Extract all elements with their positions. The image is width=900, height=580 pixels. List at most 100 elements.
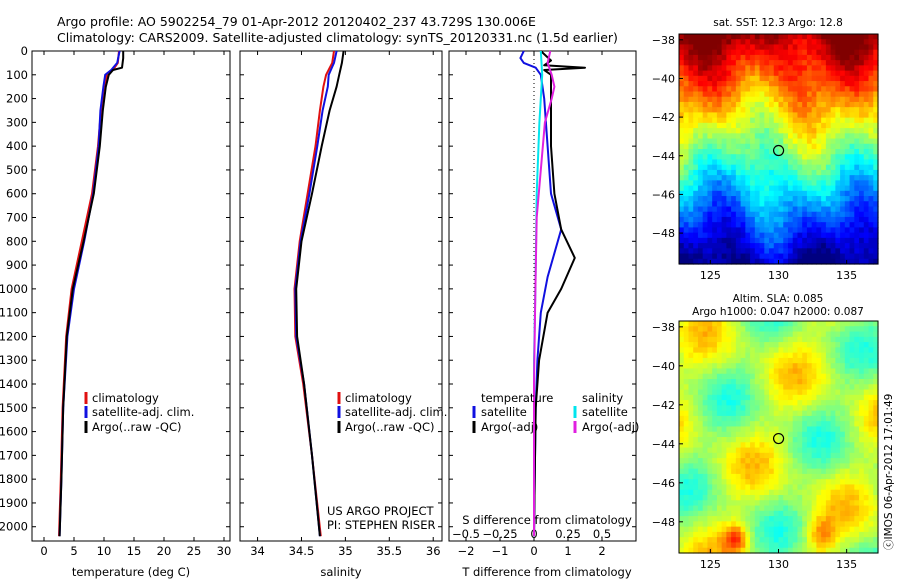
map-cell xyxy=(863,190,870,197)
map-cell xyxy=(811,143,818,150)
map-cell xyxy=(778,468,784,475)
map-cell xyxy=(840,500,846,507)
map-cell xyxy=(778,400,784,406)
map-cell xyxy=(726,510,732,517)
map-cell xyxy=(787,521,794,528)
map-cell xyxy=(821,537,827,544)
map-cell xyxy=(721,75,727,82)
map-cell xyxy=(835,373,841,380)
map-cell xyxy=(873,326,879,333)
map-cell xyxy=(854,216,860,223)
map-cell xyxy=(806,39,813,46)
map-cell xyxy=(840,357,846,364)
map-cell xyxy=(806,400,813,406)
map-cell xyxy=(716,91,723,98)
map-cell xyxy=(716,206,723,213)
map-cell xyxy=(844,526,851,533)
map-cell xyxy=(754,34,761,40)
map-cell xyxy=(811,342,818,348)
map-cell xyxy=(778,154,784,161)
map-cell xyxy=(740,180,746,187)
map-cell xyxy=(806,169,813,176)
map-x-tick-label: 125 xyxy=(700,269,721,282)
map-cell xyxy=(844,206,851,213)
map-cell xyxy=(769,452,775,459)
map-cell xyxy=(825,531,832,538)
map-cell xyxy=(750,216,756,223)
map-cell xyxy=(840,65,846,72)
map-cell xyxy=(759,196,765,202)
map-cell xyxy=(816,227,822,234)
map-cell xyxy=(759,101,765,108)
map-cell xyxy=(679,54,685,61)
map-cell xyxy=(683,473,690,480)
map-cell xyxy=(764,75,770,82)
map-cell xyxy=(769,49,775,56)
map-cell xyxy=(769,484,775,491)
map-cell xyxy=(802,60,808,66)
map-cell xyxy=(731,500,737,507)
map-cell xyxy=(773,405,780,412)
map-cell xyxy=(726,258,732,265)
map-cell xyxy=(811,206,818,213)
map-cell xyxy=(778,112,784,119)
map-cell xyxy=(854,389,860,396)
map-cell xyxy=(764,342,770,348)
map-cell xyxy=(726,394,732,401)
map-cell xyxy=(712,500,718,507)
map-cell xyxy=(816,484,822,491)
map-cell xyxy=(778,117,784,124)
map-cell xyxy=(731,531,737,538)
map-cell xyxy=(787,510,794,517)
map-cell xyxy=(825,49,832,56)
map-cell xyxy=(693,410,699,417)
map-cell xyxy=(726,237,732,244)
map-cell xyxy=(731,489,737,496)
map-cell xyxy=(683,368,690,375)
map-y-tick-label: −40 xyxy=(652,72,675,85)
map-cell xyxy=(745,326,751,333)
map-cell xyxy=(849,149,855,155)
map-cell xyxy=(688,143,694,150)
map-cell xyxy=(745,368,751,375)
map-cell xyxy=(778,107,784,114)
map-cell xyxy=(811,107,818,114)
map-cell xyxy=(811,357,818,364)
map-cell xyxy=(797,394,803,401)
map-cell xyxy=(778,326,784,333)
map-cell xyxy=(702,211,709,218)
map-cell xyxy=(811,164,818,171)
map-cell xyxy=(806,336,813,343)
map-cell xyxy=(811,352,818,359)
map-cell xyxy=(679,537,685,544)
map-cell xyxy=(769,510,775,517)
map-cell xyxy=(802,521,808,528)
map-cell xyxy=(844,196,851,202)
map-cell xyxy=(726,65,732,72)
map-cell xyxy=(783,243,789,249)
map-cell xyxy=(792,431,799,438)
map-cell xyxy=(844,227,851,234)
map-cell xyxy=(873,211,879,218)
map-cell xyxy=(712,405,718,412)
map-cell xyxy=(868,526,874,533)
map-cell xyxy=(821,190,827,197)
map-cell xyxy=(859,258,865,265)
map-cell xyxy=(821,201,827,208)
map-cell xyxy=(797,211,803,218)
map-cell xyxy=(693,49,699,56)
map-cell xyxy=(688,452,694,459)
map-cell xyxy=(849,473,855,480)
map-cell xyxy=(754,190,761,197)
map-cell xyxy=(792,394,799,401)
map-cell xyxy=(868,206,874,213)
map-cell xyxy=(754,180,761,187)
map-cell xyxy=(679,516,685,522)
map-cell xyxy=(769,253,775,260)
map-cell xyxy=(726,201,732,208)
map-cell xyxy=(731,394,737,401)
map-cell xyxy=(873,505,879,512)
map-cell xyxy=(750,253,756,260)
map-cell xyxy=(735,107,742,114)
map-cell xyxy=(702,437,709,443)
